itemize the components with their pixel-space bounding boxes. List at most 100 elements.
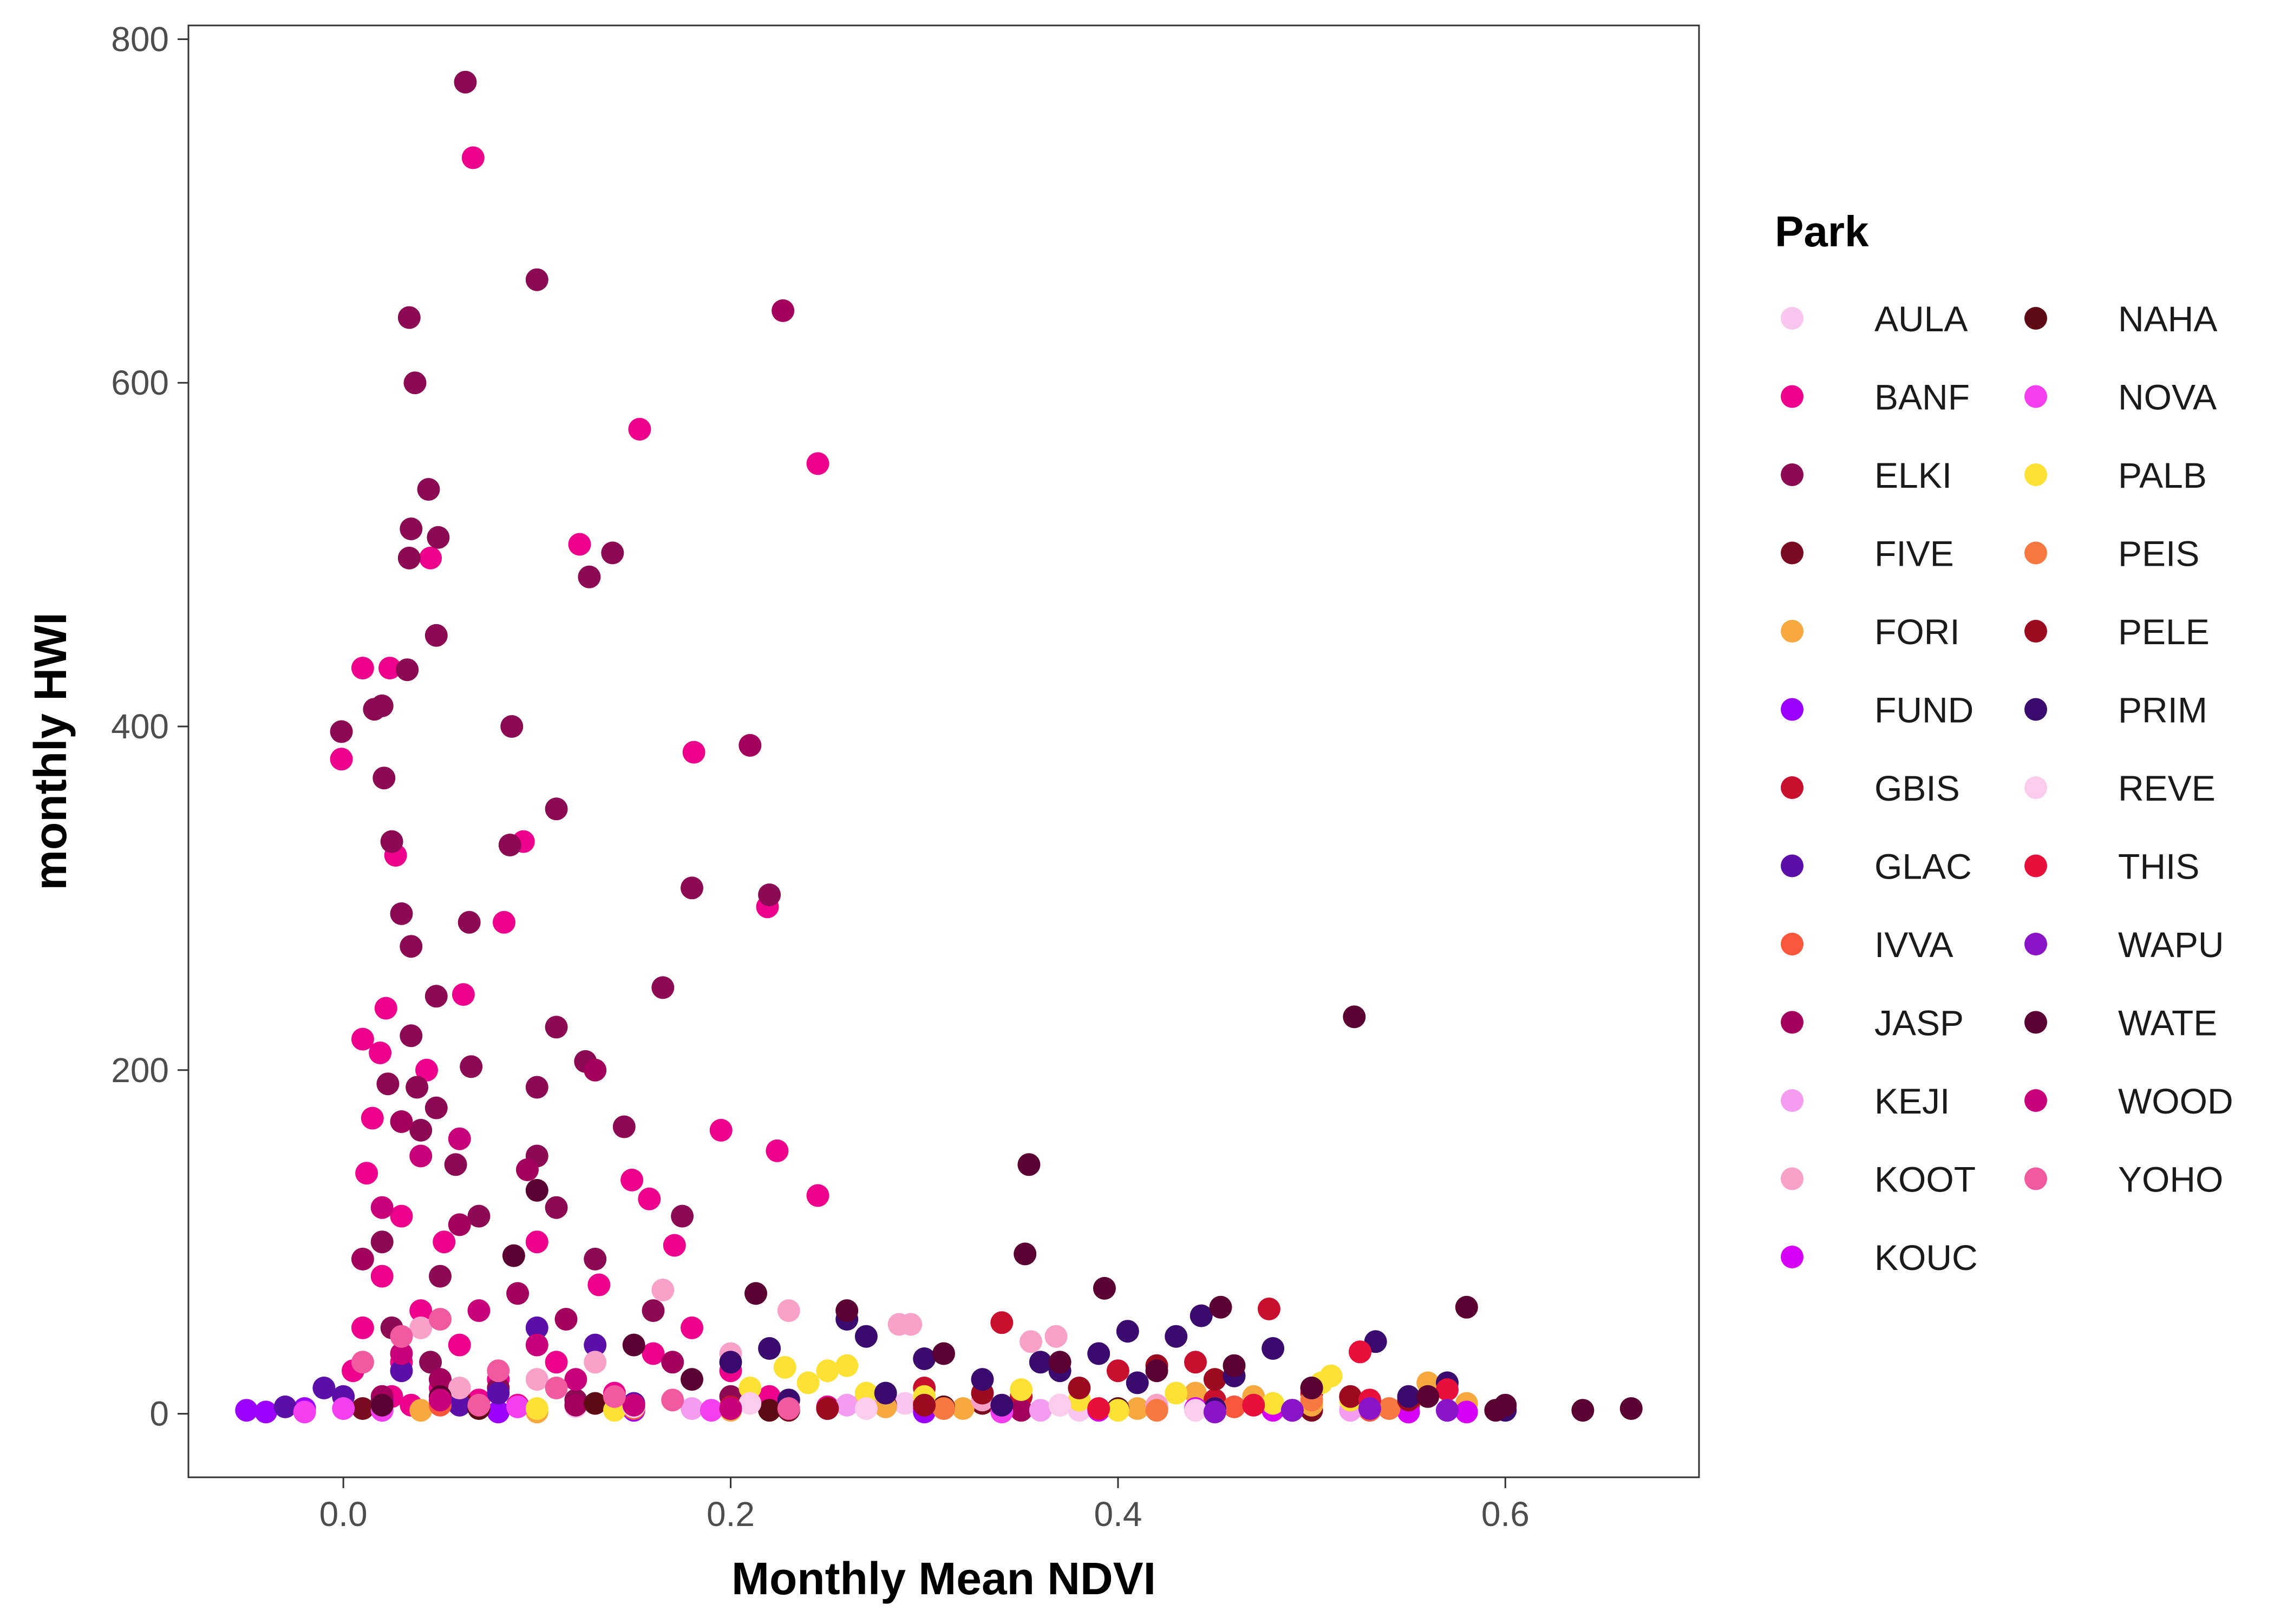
data-point — [351, 1247, 374, 1271]
series-yoho — [351, 1308, 800, 1420]
data-point — [351, 1316, 374, 1339]
data-point — [681, 876, 703, 900]
data-point — [854, 1397, 878, 1420]
data-point — [370, 1196, 394, 1219]
data-point — [1280, 1399, 1304, 1422]
data-point — [719, 1351, 742, 1374]
data-point — [773, 1355, 796, 1379]
data-point — [682, 741, 705, 764]
series-jasp — [351, 299, 1033, 1422]
x-tick-label: 0.4 — [1094, 1495, 1142, 1534]
data-point — [671, 1204, 694, 1228]
data-point — [487, 1359, 510, 1383]
data-point — [390, 1110, 413, 1133]
legend-swatch — [1781, 1167, 1803, 1190]
legend-label: FUND — [1874, 690, 1974, 730]
legend-label: PALB — [2118, 455, 2207, 495]
data-point — [467, 1299, 491, 1322]
data-point — [587, 1273, 611, 1296]
data-point — [893, 1392, 917, 1415]
data-point — [913, 1393, 936, 1417]
data-point — [651, 1279, 675, 1301]
data-point — [361, 1106, 384, 1130]
legend-label: NAHA — [2118, 299, 2217, 339]
data-point — [417, 478, 440, 501]
data-point — [1165, 1325, 1188, 1348]
data-point — [351, 1351, 374, 1374]
legend-label: THIS — [2118, 847, 2199, 887]
data-point — [1048, 1393, 1071, 1417]
data-point — [273, 1395, 297, 1418]
data-point — [1093, 1276, 1116, 1300]
y-tick-label: 600 — [111, 363, 169, 402]
data-point — [545, 797, 568, 821]
data-point — [1455, 1295, 1478, 1319]
data-point — [448, 1127, 471, 1150]
data-point — [1377, 1397, 1401, 1420]
data-point — [564, 1368, 587, 1391]
legend-item-reve: REVE — [2024, 768, 2216, 808]
legend-label: PRIM — [2118, 690, 2207, 730]
data-point — [487, 1400, 510, 1424]
data-point — [1262, 1337, 1285, 1360]
data-point — [330, 748, 353, 771]
data-point — [461, 146, 485, 169]
data-point — [1300, 1377, 1323, 1399]
legend-item-yoho: YOHO — [2024, 1160, 2223, 1200]
plot-panel — [188, 25, 1699, 1477]
data-point — [458, 911, 481, 934]
data-point — [396, 658, 419, 682]
x-tick-label: 0.0 — [319, 1495, 368, 1534]
data-point — [1048, 1351, 1071, 1374]
data-point — [390, 1325, 413, 1348]
legend-swatch — [1781, 1011, 1803, 1034]
data-point — [777, 1299, 800, 1322]
data-point — [332, 1397, 355, 1420]
data-point — [312, 1377, 336, 1399]
data-point — [409, 1118, 433, 1142]
data-point — [370, 1393, 394, 1417]
legend-swatch — [1781, 854, 1803, 878]
data-point — [525, 1316, 548, 1339]
data-point — [835, 1393, 859, 1417]
data-point — [370, 1230, 394, 1254]
data-point — [351, 657, 374, 680]
legend-label: AULA — [1874, 299, 1968, 339]
data-point — [419, 546, 442, 569]
y-axis-title: monthly HWI — [25, 612, 76, 890]
series-wood — [370, 1127, 742, 1420]
data-point — [1436, 1378, 1459, 1402]
data-point — [448, 1393, 471, 1417]
data-point — [330, 720, 353, 743]
data-point — [1087, 1342, 1110, 1365]
data-point — [642, 1299, 665, 1322]
legend-label: YOHO — [2118, 1160, 2223, 1200]
legend-item-this: THIS — [2024, 847, 2199, 887]
data-point — [351, 1397, 374, 1420]
legend-swatch — [2024, 933, 2047, 955]
data-point — [1397, 1385, 1420, 1408]
data-point — [719, 1397, 742, 1420]
data-point — [796, 1371, 820, 1394]
data-point — [601, 541, 624, 565]
legend-item-jasp: JASP — [1781, 1003, 1964, 1043]
data-point — [376, 1072, 400, 1096]
legend-item-nova: NOVA — [2024, 377, 2217, 417]
legend-swatch — [1781, 933, 1803, 955]
data-point — [1223, 1354, 1246, 1377]
data-point — [397, 546, 421, 569]
data-point — [584, 1333, 607, 1357]
data-point — [758, 1337, 781, 1360]
data-point — [1262, 1392, 1285, 1415]
data-point — [502, 1244, 525, 1267]
data-point — [400, 518, 423, 540]
data-point — [1339, 1385, 1362, 1408]
legend-item-gbis: GBIS — [1781, 768, 1960, 808]
data-point — [373, 767, 396, 790]
legend-item-fund: FUND — [1781, 690, 1974, 730]
data-point — [1017, 1153, 1041, 1176]
data-point — [1044, 1325, 1068, 1348]
data-point — [1358, 1397, 1381, 1420]
data-point — [1484, 1399, 1507, 1422]
data-point — [493, 911, 515, 934]
